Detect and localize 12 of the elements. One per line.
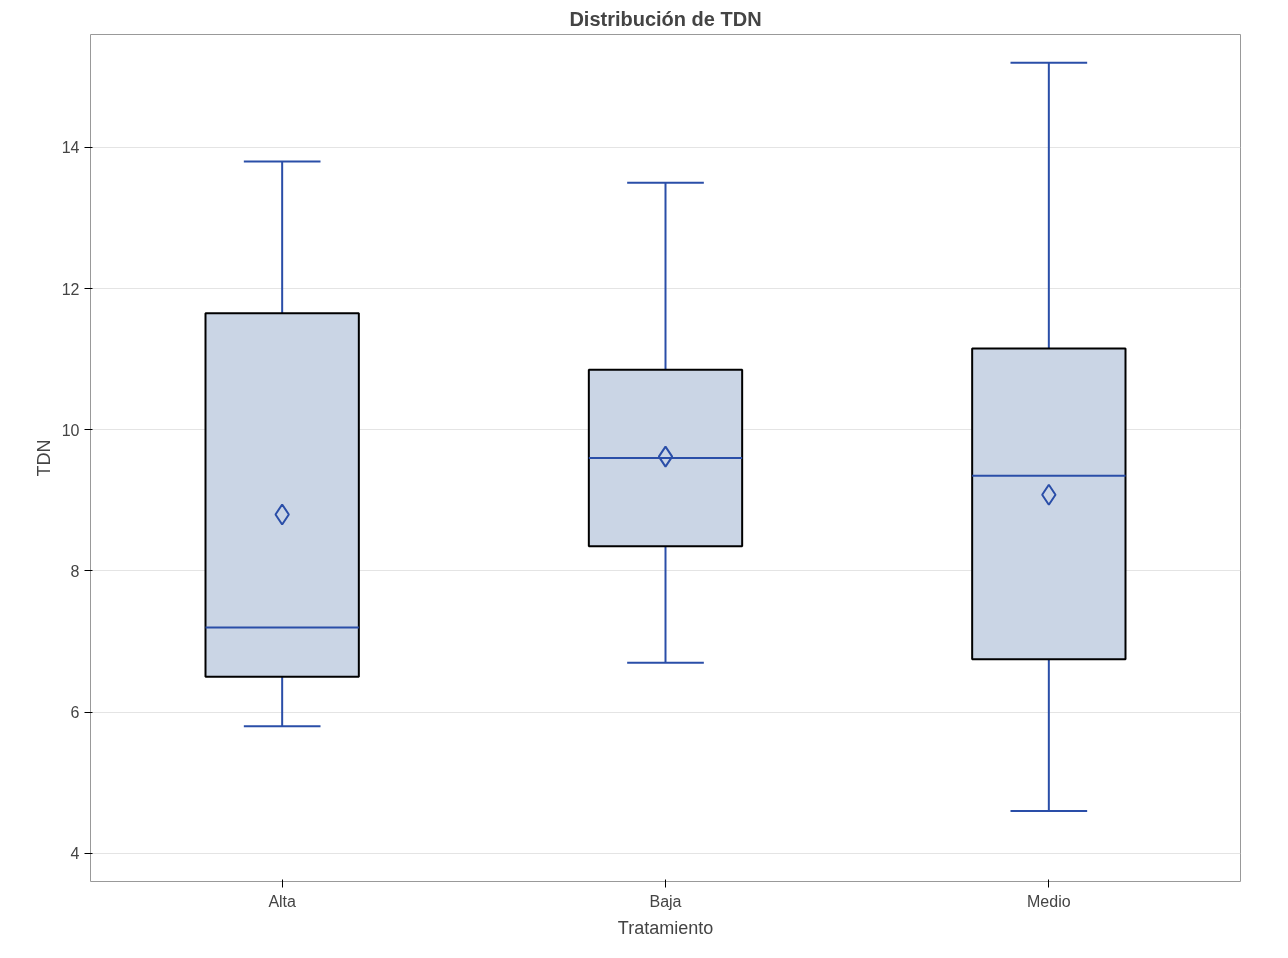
x-tick-label: Medio — [1027, 892, 1071, 910]
x-tick-label: Alta — [268, 892, 297, 910]
x-axis-title: Tratamiento — [617, 917, 714, 938]
y-tick-label: 6 — [70, 704, 80, 722]
y-tick-label: 14 — [61, 139, 80, 157]
y-axis-title: TDN — [33, 439, 54, 477]
y-tick-label: 4 — [70, 845, 80, 863]
chart-title: Distribución de TDN — [569, 7, 762, 30]
y-tick-label: 10 — [61, 421, 80, 439]
y-tick-label: 8 — [70, 562, 80, 580]
y-tick-label: 12 — [61, 280, 80, 298]
x-tick-label: Baja — [649, 892, 682, 910]
